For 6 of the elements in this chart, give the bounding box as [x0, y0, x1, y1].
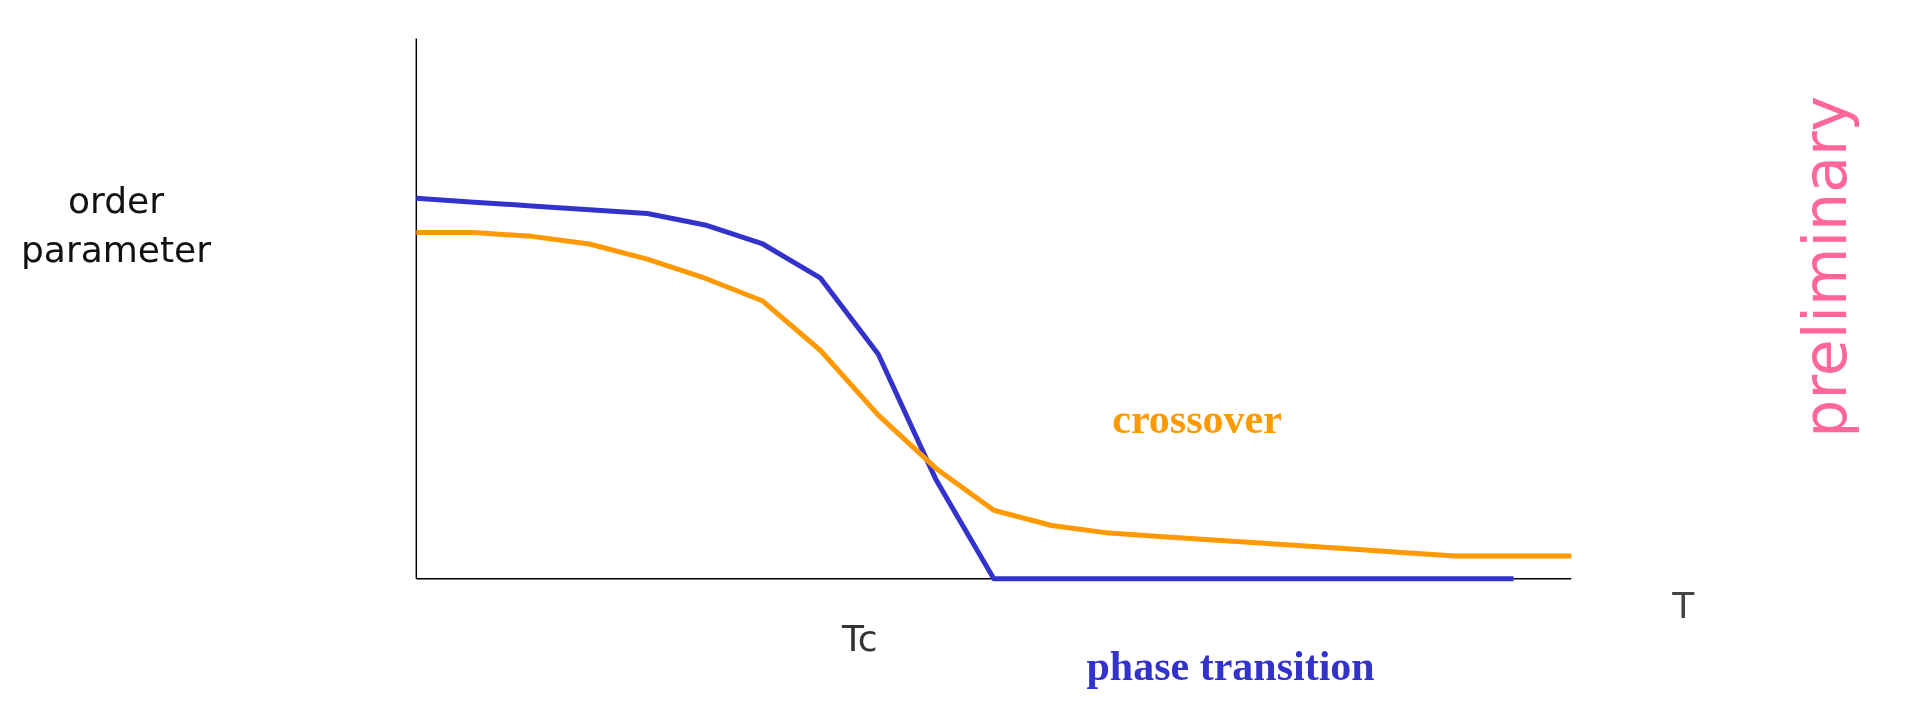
- x-axis-title: T: [1671, 584, 1696, 626]
- text: order parameter: [20, 179, 212, 271]
- text: preliminary: [1790, 95, 1861, 438]
- series-label: phase transition: [1086, 643, 1375, 690]
- text: Tc: [841, 617, 878, 659]
- text: crossover: [1112, 395, 1282, 442]
